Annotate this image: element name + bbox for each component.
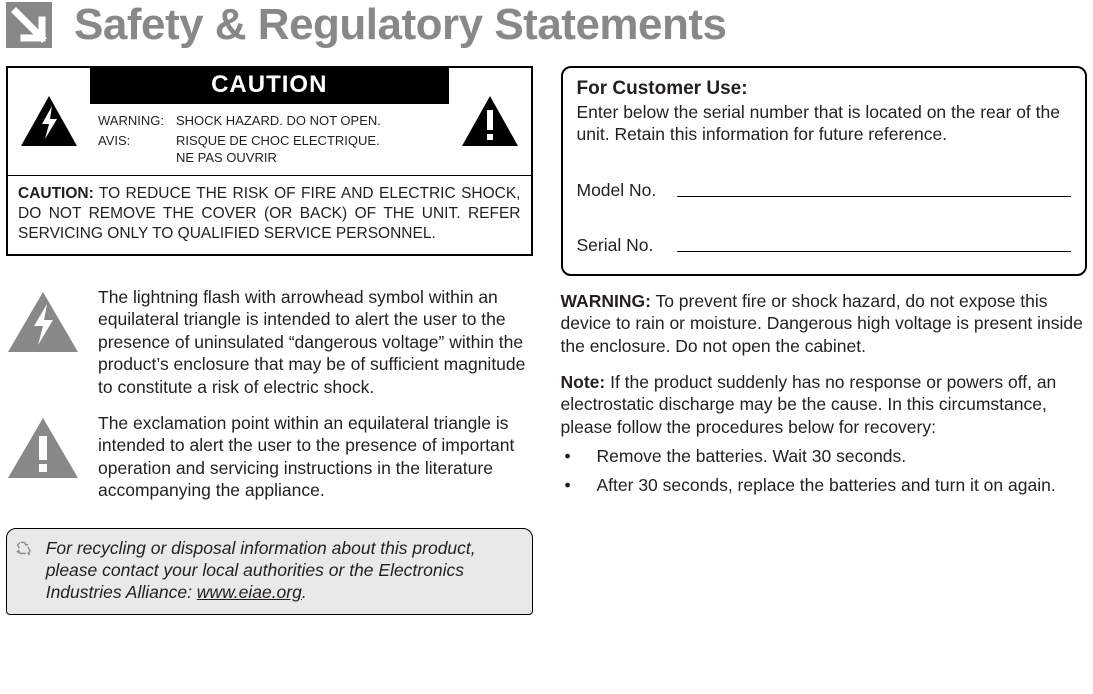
recycle-link: www.eiae.org bbox=[197, 582, 302, 602]
symbol-bolt-text: The lightning flash with arrowhead symbo… bbox=[98, 286, 533, 398]
note-paragraph: Note: If the product suddenly has no res… bbox=[561, 371, 1088, 438]
exclamation-triangle-icon bbox=[6, 416, 80, 482]
bullet-text: Remove the batteries. Wait 30 seconds. bbox=[597, 444, 1088, 469]
symbol-bolt-row: The lightning flash with arrowhead symbo… bbox=[6, 286, 533, 398]
caution-avis-label: AVIS: bbox=[98, 132, 174, 167]
recycle-text-post: . bbox=[302, 582, 307, 602]
caution-body-text: TO REDUCE THE RISK OF FIRE AND ELECTRIC … bbox=[18, 185, 521, 242]
recycle-box: For recycling or disposal information ab… bbox=[6, 528, 533, 615]
symbol-excl-text: The exclamation point within an equilate… bbox=[98, 412, 533, 502]
bullet-text: After 30 seconds, replace the batteries … bbox=[597, 473, 1088, 498]
recycle-text: For recycling or disposal information ab… bbox=[46, 537, 522, 604]
customer-use-instructions: Enter below the serial number that is lo… bbox=[577, 102, 1072, 146]
caution-block: CAUTION WARNING: SHOCK HAZARD. DO NOT OP… bbox=[6, 66, 533, 256]
recycle-icon bbox=[15, 539, 34, 556]
caution-avis-line2: NE PAS OUVRIR bbox=[176, 150, 277, 165]
symbol-excl-icon-wrap bbox=[6, 412, 80, 502]
caution-mid: CAUTION WARNING: SHOCK HAZARD. DO NOT OP… bbox=[90, 68, 449, 175]
caution-avis-text: RISQUE DE CHOC ELECTRIQUE. NE PAS OUVRIR bbox=[176, 132, 391, 167]
warning-paragraph: WARNING: To prevent fire or shock hazard… bbox=[561, 290, 1088, 357]
left-column: CAUTION WARNING: SHOCK HAZARD. DO NOT OP… bbox=[6, 66, 533, 615]
serial-no-line bbox=[677, 251, 1072, 252]
recycle-icon-wrap bbox=[15, 537, 34, 561]
symbol-bolt-icon-wrap bbox=[6, 286, 80, 398]
recovery-bullets: • Remove the batteries. Wait 30 seconds.… bbox=[561, 444, 1088, 497]
lightning-bolt-triangle-icon bbox=[6, 290, 80, 356]
page-title: Safety & Regulatory Statements bbox=[74, 0, 727, 50]
bullet-row: • Remove the batteries. Wait 30 seconds. bbox=[561, 444, 1088, 469]
serial-no-field: Serial No. bbox=[577, 235, 1072, 256]
caution-avis-line1: RISQUE DE CHOC ELECTRIQUE. bbox=[176, 133, 380, 148]
columns: CAUTION WARNING: SHOCK HAZARD. DO NOT OP… bbox=[6, 66, 1087, 615]
bullet-marker: • bbox=[561, 473, 597, 498]
exclamation-triangle-icon bbox=[460, 94, 520, 149]
title-row: Safety & Regulatory Statements bbox=[6, 0, 1087, 50]
arrow-down-right-icon bbox=[6, 2, 52, 48]
caution-body-lead: CAUTION: bbox=[18, 185, 94, 202]
right-column: For Customer Use: Enter below the serial… bbox=[561, 66, 1088, 615]
customer-use-box: For Customer Use: Enter below the serial… bbox=[561, 66, 1088, 276]
caution-banner: CAUTION bbox=[90, 68, 449, 104]
caution-warning-label: WARNING: bbox=[98, 112, 174, 130]
note-text: If the product suddenly has no response … bbox=[561, 372, 1057, 437]
caution-warning-text: SHOCK HAZARD. DO NOT OPEN. bbox=[176, 112, 391, 130]
customer-use-title: For Customer Use: bbox=[577, 78, 1072, 100]
caution-lines: WARNING: SHOCK HAZARD. DO NOT OPEN. AVIS… bbox=[90, 104, 449, 175]
symbol-excl-row: The exclamation point within an equilate… bbox=[6, 412, 533, 502]
bullet-row: • After 30 seconds, replace the batterie… bbox=[561, 473, 1088, 498]
caution-excl-cell bbox=[449, 68, 531, 175]
caution-top-row: CAUTION WARNING: SHOCK HAZARD. DO NOT OP… bbox=[8, 68, 531, 176]
note-lead: Note: bbox=[561, 372, 606, 392]
lightning-bolt-triangle-icon bbox=[19, 94, 79, 149]
bullet-marker: • bbox=[561, 444, 597, 469]
caution-bolt-cell bbox=[8, 68, 90, 175]
serial-no-label: Serial No. bbox=[577, 235, 677, 256]
caution-body: CAUTION: TO REDUCE THE RISK OF FIRE AND … bbox=[8, 176, 531, 254]
model-no-line bbox=[677, 196, 1072, 197]
page-root: { "title": "Safety & Regulatory Statemen… bbox=[0, 0, 1093, 621]
model-no-label: Model No. bbox=[577, 180, 677, 201]
warning-lead: WARNING: bbox=[561, 291, 651, 311]
model-no-field: Model No. bbox=[577, 180, 1072, 201]
